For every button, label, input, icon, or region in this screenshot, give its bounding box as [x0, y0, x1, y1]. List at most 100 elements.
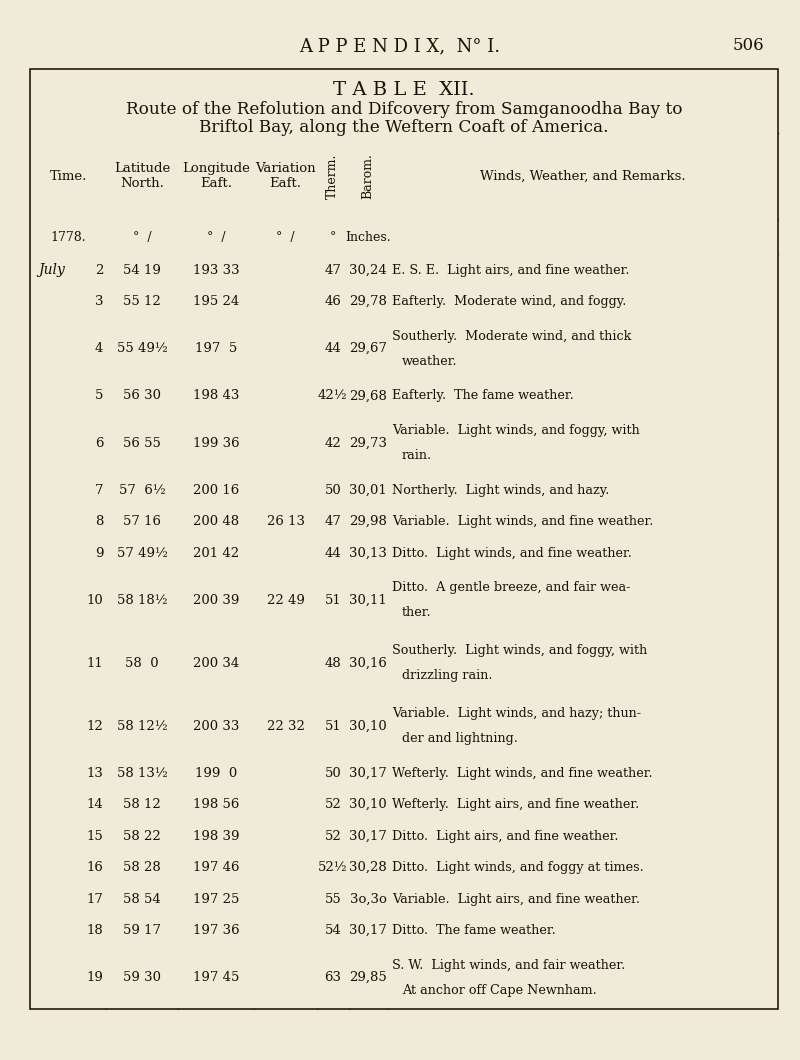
Text: 200 16: 200 16	[193, 483, 239, 497]
Text: Northerly.  Light winds, and hazy.: Northerly. Light winds, and hazy.	[392, 483, 610, 497]
Text: 11: 11	[86, 657, 103, 670]
Text: 63: 63	[324, 971, 342, 984]
Text: E. S. E.  Light airs, and fine weather.: E. S. E. Light airs, and fine weather.	[392, 264, 630, 277]
Text: 197 45: 197 45	[193, 971, 239, 984]
Text: Wefterly.  Light winds, and fine weather.: Wefterly. Light winds, and fine weather.	[392, 766, 653, 780]
Text: 29,98: 29,98	[349, 515, 387, 528]
Text: 3: 3	[94, 295, 103, 308]
Text: 15: 15	[86, 830, 103, 843]
Text: 30,10: 30,10	[349, 798, 387, 811]
Text: 506: 506	[732, 37, 764, 54]
Text: 29,67: 29,67	[349, 342, 387, 355]
Text: 30,28: 30,28	[349, 861, 387, 874]
Text: 58 12: 58 12	[123, 798, 161, 811]
Text: 19: 19	[86, 971, 103, 984]
Text: 8: 8	[95, 515, 103, 528]
Text: Ditto.  Light winds, and foggy at times.: Ditto. Light winds, and foggy at times.	[392, 861, 644, 874]
Text: 29,85: 29,85	[349, 971, 387, 984]
Text: Variable.  Light winds, and hazy; thun-: Variable. Light winds, and hazy; thun-	[392, 707, 641, 720]
Text: 58 18½: 58 18½	[117, 594, 167, 606]
Text: 13: 13	[86, 766, 103, 780]
Text: Ditto.  Light airs, and fine weather.: Ditto. Light airs, and fine weather.	[392, 830, 618, 843]
Text: T A B L E  XII.: T A B L E XII.	[333, 81, 475, 99]
Text: 29,68: 29,68	[349, 389, 387, 403]
Text: Route of the Refolution and Difcovery from Samganoodha Bay to: Route of the Refolution and Difcovery fr…	[126, 101, 682, 118]
Text: 16: 16	[86, 861, 103, 874]
Text: 26 13: 26 13	[266, 515, 305, 528]
Text: 4: 4	[95, 342, 103, 355]
Text: 44: 44	[325, 342, 341, 355]
Text: 59 30: 59 30	[123, 971, 161, 984]
Text: 201 42: 201 42	[193, 547, 239, 560]
Text: 57 16: 57 16	[123, 515, 161, 528]
Text: rain.: rain.	[402, 449, 432, 462]
Text: °: °	[330, 231, 336, 244]
Text: 58 28: 58 28	[123, 861, 161, 874]
Text: 14: 14	[86, 798, 103, 811]
Text: 52½: 52½	[318, 861, 348, 874]
Text: 30,17: 30,17	[349, 924, 387, 937]
Text: °  /: ° /	[276, 231, 295, 244]
Text: 197 36: 197 36	[193, 924, 239, 937]
Text: Variable.  Light winds, and fine weather.: Variable. Light winds, and fine weather.	[392, 515, 654, 528]
Text: 200 34: 200 34	[193, 657, 239, 670]
Text: 3o,3o: 3o,3o	[350, 893, 386, 905]
Text: 12: 12	[86, 720, 103, 732]
Text: 55 12: 55 12	[123, 295, 161, 308]
Text: 30,17: 30,17	[349, 766, 387, 780]
Text: 6: 6	[94, 437, 103, 449]
Text: drizzling rain.: drizzling rain.	[402, 669, 492, 683]
Text: Wefterly.  Light airs, and fine weather.: Wefterly. Light airs, and fine weather.	[392, 798, 639, 811]
Text: ther.: ther.	[402, 606, 431, 619]
Text: Variable.  Light airs, and fine weather.: Variable. Light airs, and fine weather.	[392, 893, 640, 905]
Text: Barom.: Barom.	[362, 154, 374, 199]
Text: Variable.  Light winds, and foggy, with: Variable. Light winds, and foggy, with	[392, 424, 640, 437]
Text: Latitude
North.: Latitude North.	[114, 162, 170, 191]
Text: 30,10: 30,10	[349, 720, 387, 732]
Text: 30,17: 30,17	[349, 830, 387, 843]
Text: 58 54: 58 54	[123, 893, 161, 905]
Text: 58  0: 58 0	[125, 657, 159, 670]
Text: 198 43: 198 43	[193, 389, 239, 403]
Text: 54 19: 54 19	[123, 264, 161, 277]
Text: Longitude
Eaft.: Longitude Eaft.	[182, 162, 250, 191]
Text: 2: 2	[95, 264, 103, 277]
Text: Ditto.  Light winds, and fine weather.: Ditto. Light winds, and fine weather.	[392, 547, 632, 560]
Text: 30,16: 30,16	[349, 657, 387, 670]
Text: 30,11: 30,11	[349, 594, 387, 606]
Text: 29,78: 29,78	[349, 295, 387, 308]
Text: 197 25: 197 25	[193, 893, 239, 905]
Text: 50: 50	[325, 483, 341, 497]
Text: 199  0: 199 0	[195, 766, 237, 780]
Text: Therm.: Therm.	[326, 154, 339, 199]
Text: Briftol Bay, along the Weftern Coaft of America.: Briftol Bay, along the Weftern Coaft of …	[199, 119, 609, 136]
Text: 17: 17	[86, 893, 103, 905]
Text: 42½: 42½	[318, 389, 348, 403]
Text: 56 30: 56 30	[123, 389, 161, 403]
Text: 52: 52	[325, 830, 341, 843]
Text: 51: 51	[325, 594, 341, 606]
Text: Time.: Time.	[50, 170, 87, 183]
Text: Variation
Eaft.: Variation Eaft.	[255, 162, 316, 191]
Text: 48: 48	[325, 657, 341, 670]
Text: 46: 46	[324, 295, 342, 308]
Text: 197 46: 197 46	[193, 861, 239, 874]
Text: Eafterly.  The fame weather.: Eafterly. The fame weather.	[392, 389, 574, 403]
Text: 44: 44	[325, 547, 341, 560]
Text: 200 33: 200 33	[193, 720, 239, 732]
Text: 30,01: 30,01	[349, 483, 387, 497]
Text: 56 55: 56 55	[123, 437, 161, 449]
Text: Ditto.  The fame weather.: Ditto. The fame weather.	[392, 924, 556, 937]
Text: 59 17: 59 17	[123, 924, 161, 937]
Text: At anchor off Cape Newnham.: At anchor off Cape Newnham.	[402, 984, 596, 996]
Text: Southerly.  Moderate wind, and thick: Southerly. Moderate wind, and thick	[392, 330, 631, 342]
Text: 30,13: 30,13	[349, 547, 387, 560]
Text: 58 13½: 58 13½	[117, 766, 167, 780]
Text: 30,24: 30,24	[349, 264, 387, 277]
Text: 199 36: 199 36	[193, 437, 239, 449]
Text: Inches.: Inches.	[345, 231, 391, 244]
Text: weather.: weather.	[402, 355, 458, 368]
Text: 197  5: 197 5	[195, 342, 237, 355]
Text: Winds, Weather, and Remarks.: Winds, Weather, and Remarks.	[479, 170, 686, 183]
Text: 193 33: 193 33	[193, 264, 239, 277]
